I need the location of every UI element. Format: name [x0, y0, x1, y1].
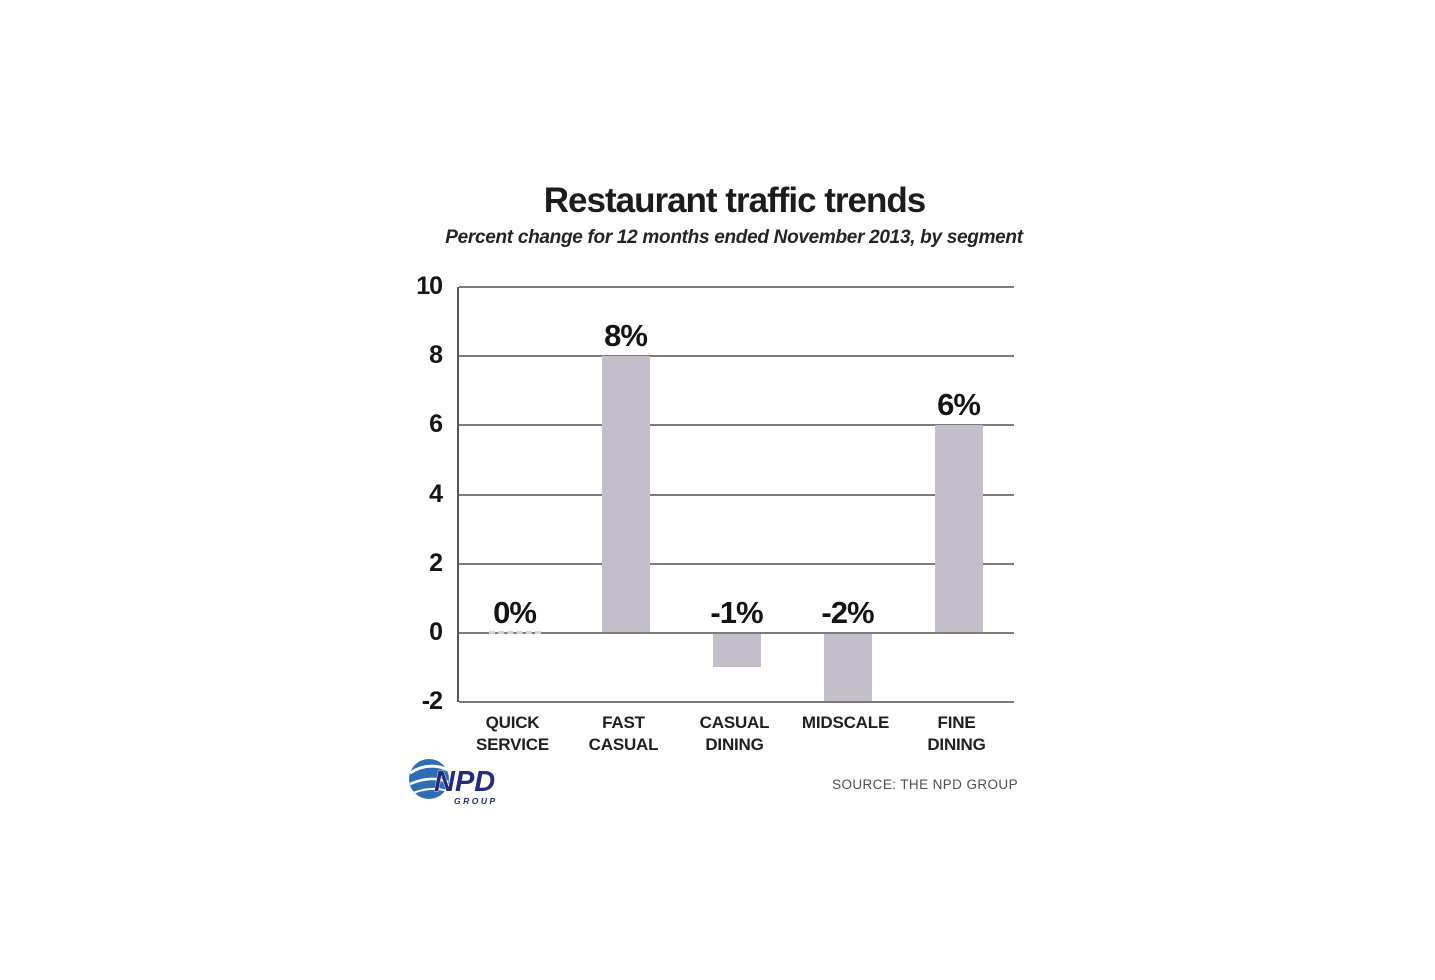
bar-fine-dining	[934, 425, 983, 633]
gridline-0	[459, 631, 1014, 634]
y-tick-label: 0	[429, 617, 443, 646]
source-credit: SOURCE: THE NPD GROUP	[832, 777, 1018, 792]
gridline-6	[459, 424, 1014, 427]
y-tick-label: 8	[429, 341, 443, 370]
gridline-2	[459, 562, 1014, 565]
category-label-fine-dining: FINE DINING	[927, 713, 986, 755]
category-label-midscale: MIDSCALE	[801, 713, 890, 732]
gridline--2	[459, 701, 1014, 703]
value-label-fine-dining: 6%	[937, 387, 981, 423]
gridline-8	[459, 355, 1014, 358]
bar-midscale	[823, 633, 872, 702]
gridline-10	[459, 286, 1014, 288]
npd-logo: NPD GROUP	[408, 755, 502, 812]
category-label-fast-casual: FAST CASUAL	[588, 713, 659, 755]
bar-quick-service-zero-dash	[488, 630, 541, 634]
y-tick-label: -2	[421, 686, 443, 715]
logo-subtext: GROUP	[454, 796, 498, 806]
y-tick-label: 10	[416, 271, 443, 300]
x-axis-labels: QUICK SERVICE FAST CASUAL CASUAL DINING MID…	[457, 712, 1012, 772]
logo-wordmark: NPD	[434, 766, 495, 798]
chart-title: Restaurant traffic trends	[543, 181, 926, 220]
category-label-casual-dining: CASUAL DINING	[699, 713, 770, 755]
plot-area: 0% 8% -1% -2% 6%	[457, 286, 1014, 703]
value-label-casual-dining: -1%	[710, 594, 763, 630]
value-label-quick-service: 0%	[493, 594, 537, 630]
npd-logo-graphic: NPD GROUP	[409, 759, 498, 806]
category-label-quick-service: QUICK SERVICE	[476, 713, 549, 755]
chart-subtitle: Percent change for 12 months ended Novem…	[445, 227, 1023, 248]
bar-fast-casual	[601, 356, 650, 633]
value-label-midscale: -2%	[821, 594, 874, 630]
bar-casual-dining	[712, 633, 761, 668]
y-tick-label: 6	[429, 410, 443, 439]
gridline-4	[459, 493, 1014, 496]
value-label-fast-casual: 8%	[604, 318, 648, 354]
y-tick-label: 2	[429, 548, 443, 577]
y-axis-labels: 10 8 6 4 2 0 -2	[346, 272, 446, 715]
y-tick-label: 4	[429, 479, 443, 508]
